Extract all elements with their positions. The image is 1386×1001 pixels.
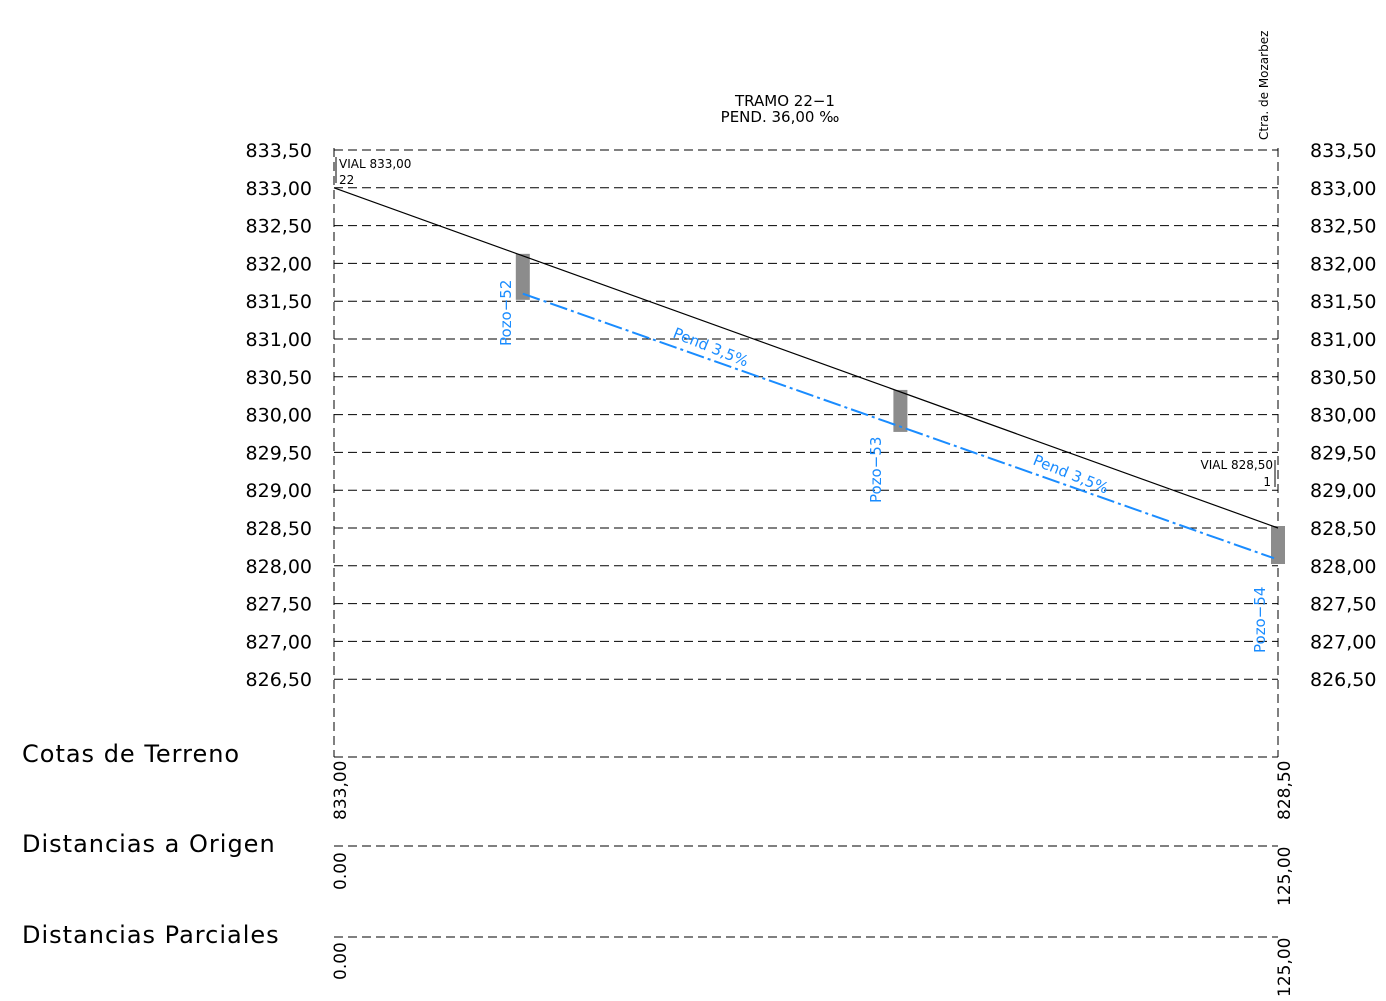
- pozo-54-label: Pozo−54: [1251, 587, 1269, 653]
- elevation-tick-label: 832,50: [246, 216, 312, 238]
- elevation-tick-label: 826,50: [1310, 669, 1376, 691]
- tramo-title: TRAMO 22−1: [734, 92, 835, 110]
- elevation-tick-label: 831,00: [1310, 329, 1376, 351]
- elevation-tick-label: 830,00: [1310, 405, 1376, 427]
- elevation-tick-label: 826,50: [246, 669, 312, 691]
- left-elevation-axis: 833,50 833,00 832,50 832,00 831,50 831,00 830,…: [246, 140, 312, 691]
- elevation-tick-label: 827,50: [1310, 594, 1376, 616]
- cotas-end-value: 828,50: [1275, 761, 1295, 820]
- pozo-53-label: Pozo−53: [867, 437, 885, 503]
- road-label: Ctra. de Mozarbez: [1257, 31, 1271, 140]
- origen-start-value: 0.00: [331, 852, 351, 890]
- elevation-tick-label: 830,00: [246, 405, 312, 427]
- elevation-tick-label: 830,50: [1310, 367, 1376, 389]
- elevation-tick-label: 832,00: [1310, 253, 1376, 275]
- elevation-tick-label: 831,50: [246, 291, 312, 313]
- elevation-tick-label: 829,00: [246, 480, 312, 502]
- elevation-grid: [334, 149, 1278, 680]
- elevation-tick-label: 829,50: [1310, 442, 1376, 464]
- pipe-slope-label-1: Pend 3,5%: [671, 324, 752, 371]
- elevation-tick-label: 831,50: [1310, 291, 1376, 313]
- elevation-tick-label: 827,00: [1310, 631, 1376, 653]
- distancias-parciales-label: Distancias Parciales: [22, 921, 280, 949]
- elevation-tick-label: 833,50: [246, 140, 312, 162]
- cotas-terreno-label: Cotas de Terreno: [22, 740, 240, 768]
- elevation-tick-label: 828,50: [1310, 518, 1376, 540]
- elevation-tick-label: 828,00: [246, 556, 312, 578]
- elevation-tick-label: 833,00: [1310, 178, 1376, 200]
- elevation-tick-label: 829,50: [246, 442, 312, 464]
- end-pozo-number: 1: [1263, 475, 1271, 489]
- parciales-end-value: 125,00: [1275, 938, 1295, 997]
- elevation-tick-label: 827,00: [246, 631, 312, 653]
- elevation-tick-label: 828,50: [246, 518, 312, 540]
- elevation-tick-label: 828,00: [1310, 556, 1376, 578]
- end-vial-label: VIAL 828,50: [1201, 458, 1273, 472]
- pozo-52-shaft: [515, 253, 530, 300]
- pozo-52-label: Pozo−52: [497, 280, 515, 346]
- elevation-tick-label: 830,50: [246, 367, 312, 389]
- elevation-tick-label: 827,50: [246, 594, 312, 616]
- pozo-53-shaft: [893, 389, 908, 432]
- pipe-line: [522, 292, 1275, 560]
- cotas-start-value: 833,00: [331, 761, 351, 820]
- terrain-line: [333, 187, 1279, 529]
- elevation-tick-label: 831,00: [246, 329, 312, 351]
- right-elevation-axis: 833,50 833,00 832,50 832,00 831,50 831,00 830,…: [1310, 140, 1376, 691]
- start-pozo-number: 22: [339, 173, 354, 187]
- parciales-start-value: 0.00: [331, 942, 351, 980]
- distancias-origen-label: Distancias a Origen: [22, 830, 276, 858]
- pendiente-title: PEND. 36,00 ‰: [721, 108, 840, 126]
- elevation-tick-label: 832,50: [1310, 216, 1376, 238]
- elevation-tick-label: 832,00: [246, 253, 312, 275]
- origen-end-value: 125,00: [1275, 847, 1295, 906]
- elevation-tick-label: 829,00: [1310, 480, 1376, 502]
- pozo-54-shaft: [1271, 526, 1285, 564]
- elevation-tick-label: 833,50: [1310, 140, 1376, 162]
- start-vial-label: VIAL 833,00: [339, 157, 411, 171]
- elevation-tick-label: 833,00: [246, 178, 312, 200]
